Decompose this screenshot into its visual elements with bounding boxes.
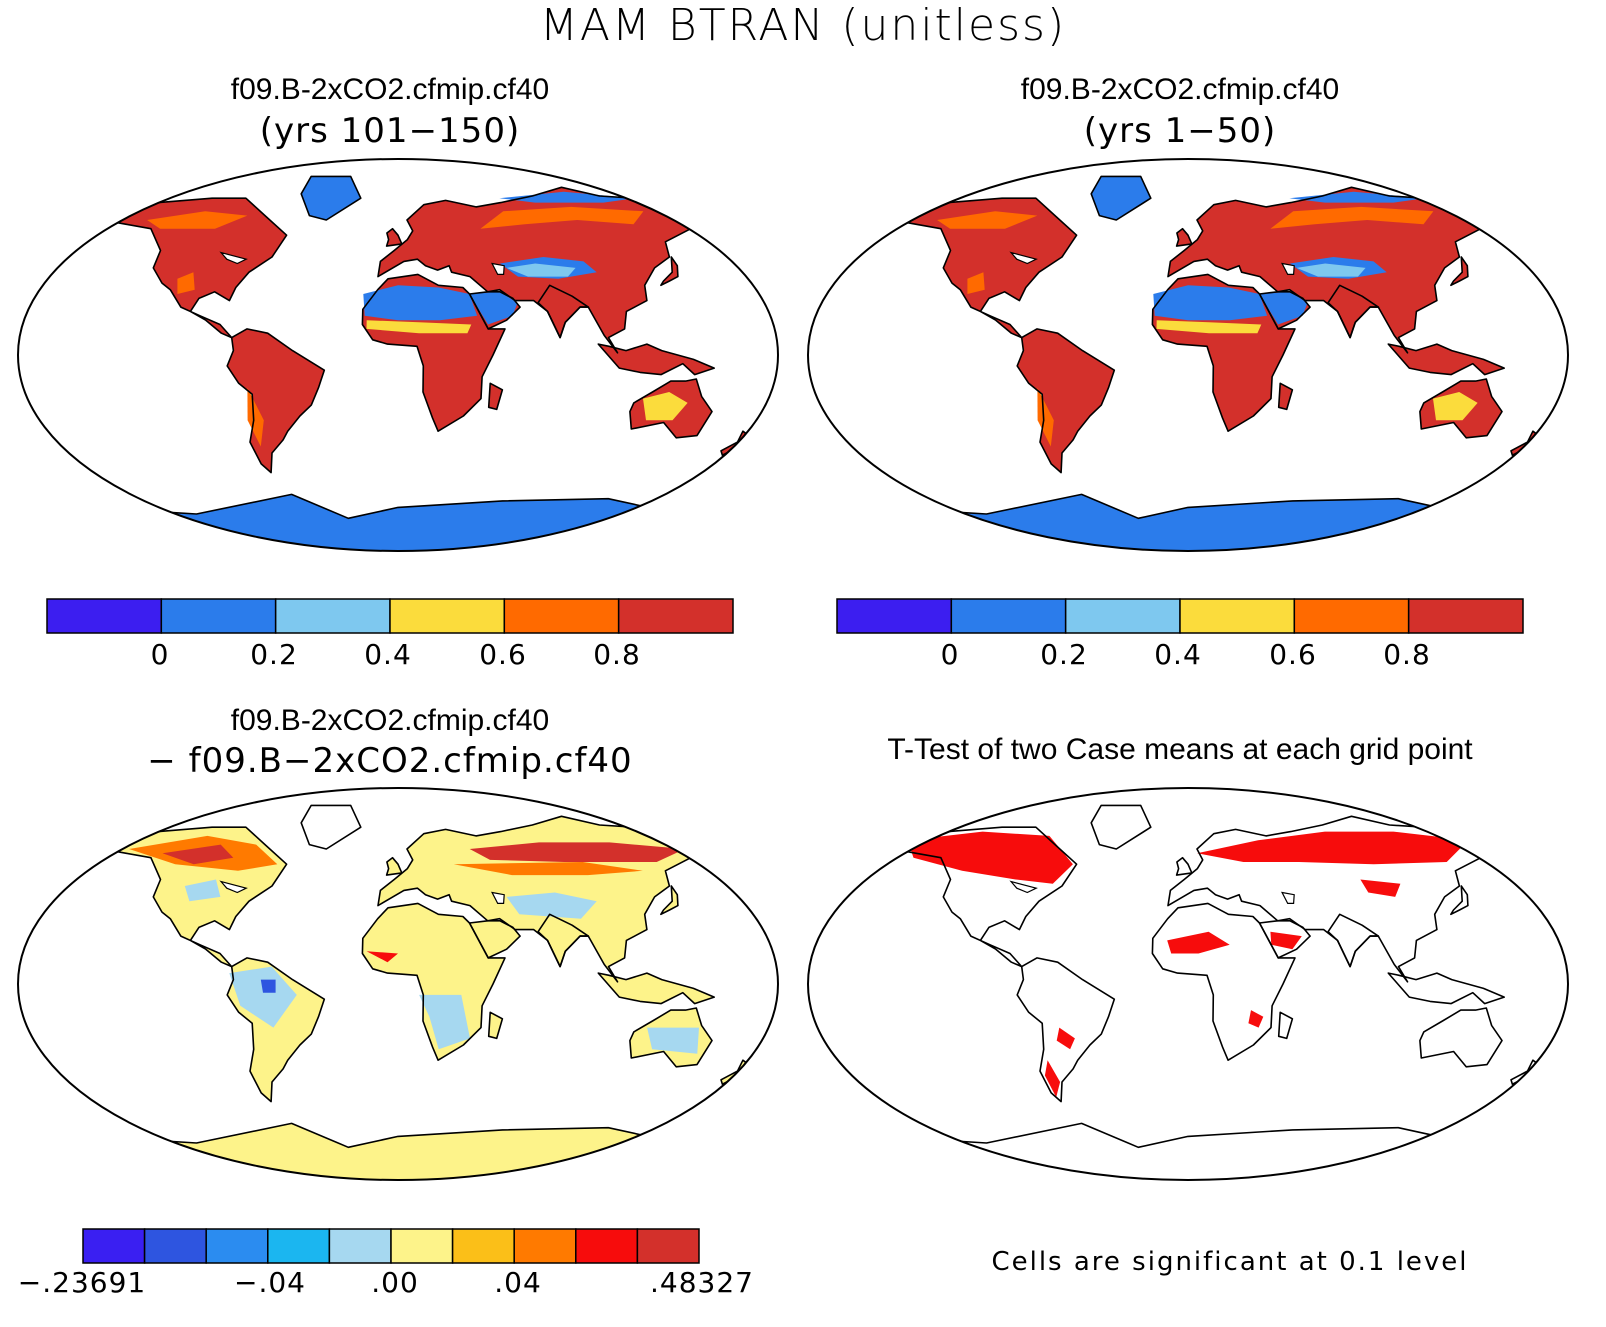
colorbar-bottom-left	[82, 1228, 700, 1264]
colorbar-bl-tick-1: −.04	[234, 1266, 306, 1299]
map-bottom-left	[17, 787, 779, 1181]
panel-top-left-case: f09.B-2xCO2.cfmip.cf40	[230, 73, 550, 106]
colorbar-swatch-1	[160, 598, 277, 634]
colorbar-swatch-8	[575, 1228, 639, 1264]
colorbar-tr-tick-4: 0.8	[1383, 638, 1431, 671]
colorbar-top-right	[836, 598, 1524, 634]
colorbar-swatch-0	[836, 598, 953, 634]
panel-top-right-case: f09.B-2xCO2.cfmip.cf40	[1020, 73, 1340, 106]
panel-bottom-left-subtitle: − f09.B−2xCO2.cfmip.cf40	[147, 741, 633, 781]
colorbar-swatch-3	[267, 1228, 331, 1264]
colorbar-swatch-4	[1293, 598, 1410, 634]
colorbar-swatch-5	[390, 1228, 454, 1264]
colorbar-swatch-9	[636, 1228, 700, 1264]
colorbar-bl-tick-2: .00	[371, 1266, 419, 1299]
colorbar-swatch-2	[1064, 598, 1181, 634]
panel-bottom-left-case: f09.B-2xCO2.cfmip.cf40	[230, 704, 550, 737]
colorbar-swatch-5	[1407, 598, 1524, 634]
colorbar-swatch-3	[389, 598, 506, 634]
colorbar-tr-tick-0: 0	[940, 638, 960, 671]
colorbar-tl-tick-3: 0.6	[479, 638, 527, 671]
colorbar-tr-tick-2: 0.4	[1154, 638, 1202, 671]
colorbar-swatch-2	[205, 1228, 269, 1264]
colorbar-swatch-3	[1179, 598, 1296, 634]
map-top-right	[807, 158, 1569, 552]
colorbar-swatch-0	[82, 1228, 146, 1264]
colorbar-tl-tick-1: 0.2	[250, 638, 298, 671]
colorbar-swatch-2	[274, 598, 391, 634]
map-top-left	[17, 158, 779, 552]
significance-note: Cells are significant at 0.1 level	[991, 1247, 1469, 1277]
colorbar-swatch-1	[143, 1228, 207, 1264]
figure-title: MAM BTRAN (unitless)	[539, 0, 1067, 51]
colorbar-swatch-5	[617, 598, 734, 634]
panel-top-left-subtitle: (yrs 101−150)	[259, 111, 521, 151]
colorbar-bl-tick-4: .48327	[650, 1266, 754, 1299]
map-bottom-right	[807, 787, 1569, 1181]
colorbar-swatch-1	[950, 598, 1067, 634]
colorbar-top-left	[46, 598, 734, 634]
panel-bottom-right-title: T-Test of two Case means at each grid po…	[887, 733, 1473, 766]
colorbar-bl-tick-0: −.23691	[17, 1266, 147, 1299]
colorbar-bl-tick-3: .04	[494, 1266, 542, 1299]
colorbar-tl-tick-4: 0.8	[593, 638, 641, 671]
panel-top-right-subtitle: (yrs 1−50)	[1083, 111, 1277, 151]
colorbar-swatch-4	[503, 598, 620, 634]
colorbar-swatch-4	[328, 1228, 392, 1264]
colorbar-tl-tick-2: 0.4	[364, 638, 412, 671]
colorbar-swatch-0	[46, 598, 163, 634]
colorbar-swatch-7	[513, 1228, 577, 1264]
colorbar-swatch-6	[451, 1228, 515, 1264]
colorbar-tr-tick-3: 0.6	[1269, 638, 1317, 671]
colorbar-tr-tick-1: 0.2	[1040, 638, 1088, 671]
colorbar-tl-tick-0: 0	[150, 638, 170, 671]
